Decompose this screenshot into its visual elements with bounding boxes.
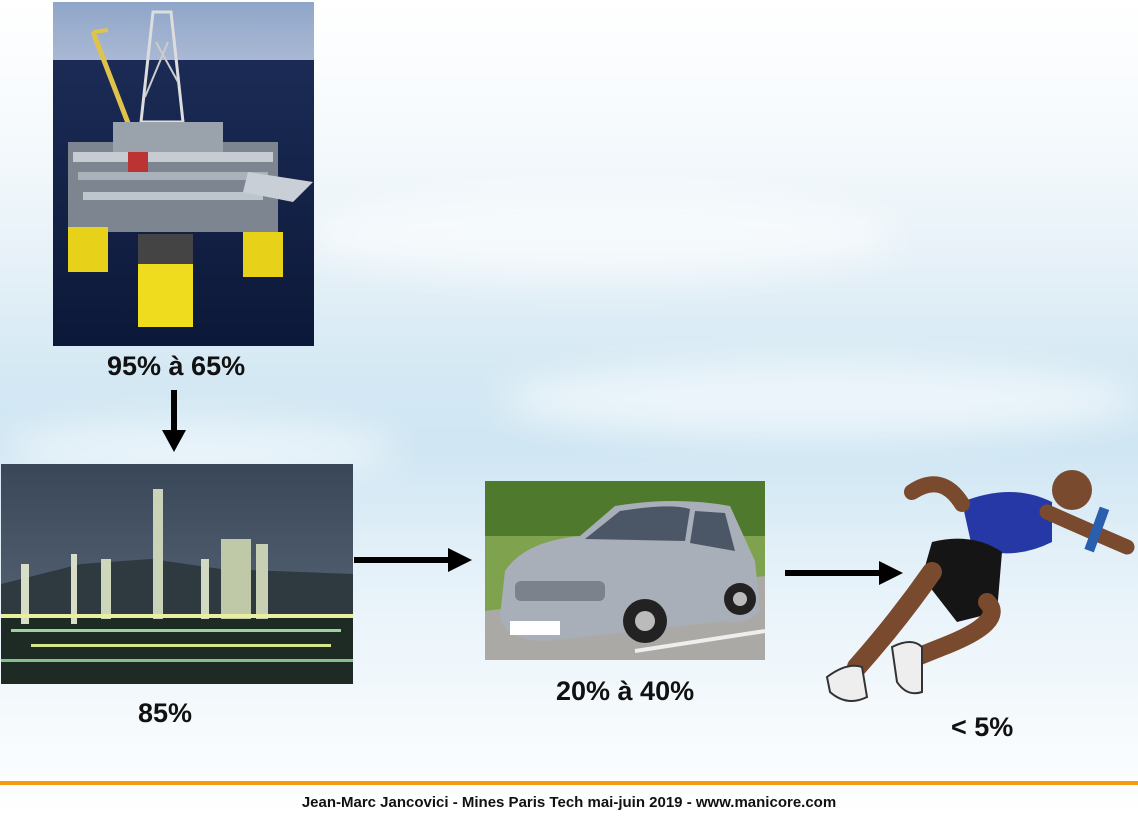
background-cloud (500, 360, 1138, 440)
arrow-right-icon (354, 548, 472, 572)
car-efficiency-label: 20% à 40% (556, 676, 695, 706)
oil-platform-image (53, 2, 314, 346)
oil-platform-efficiency-label: 95% à 65% (107, 351, 246, 381)
runner-image (822, 452, 1138, 712)
arrow-down-icon (162, 390, 186, 452)
footer-credit: Jean-Marc Jancovici - Mines Paris Tech m… (301, 794, 837, 811)
background-cloud (300, 190, 900, 280)
refinery-efficiency-label: 85% (138, 698, 193, 728)
footer-divider (0, 781, 1138, 785)
arrow-right-icon (785, 561, 903, 585)
car-image (485, 481, 765, 660)
runner-efficiency-label: < 5% (951, 712, 1014, 742)
refinery-image (1, 464, 353, 684)
